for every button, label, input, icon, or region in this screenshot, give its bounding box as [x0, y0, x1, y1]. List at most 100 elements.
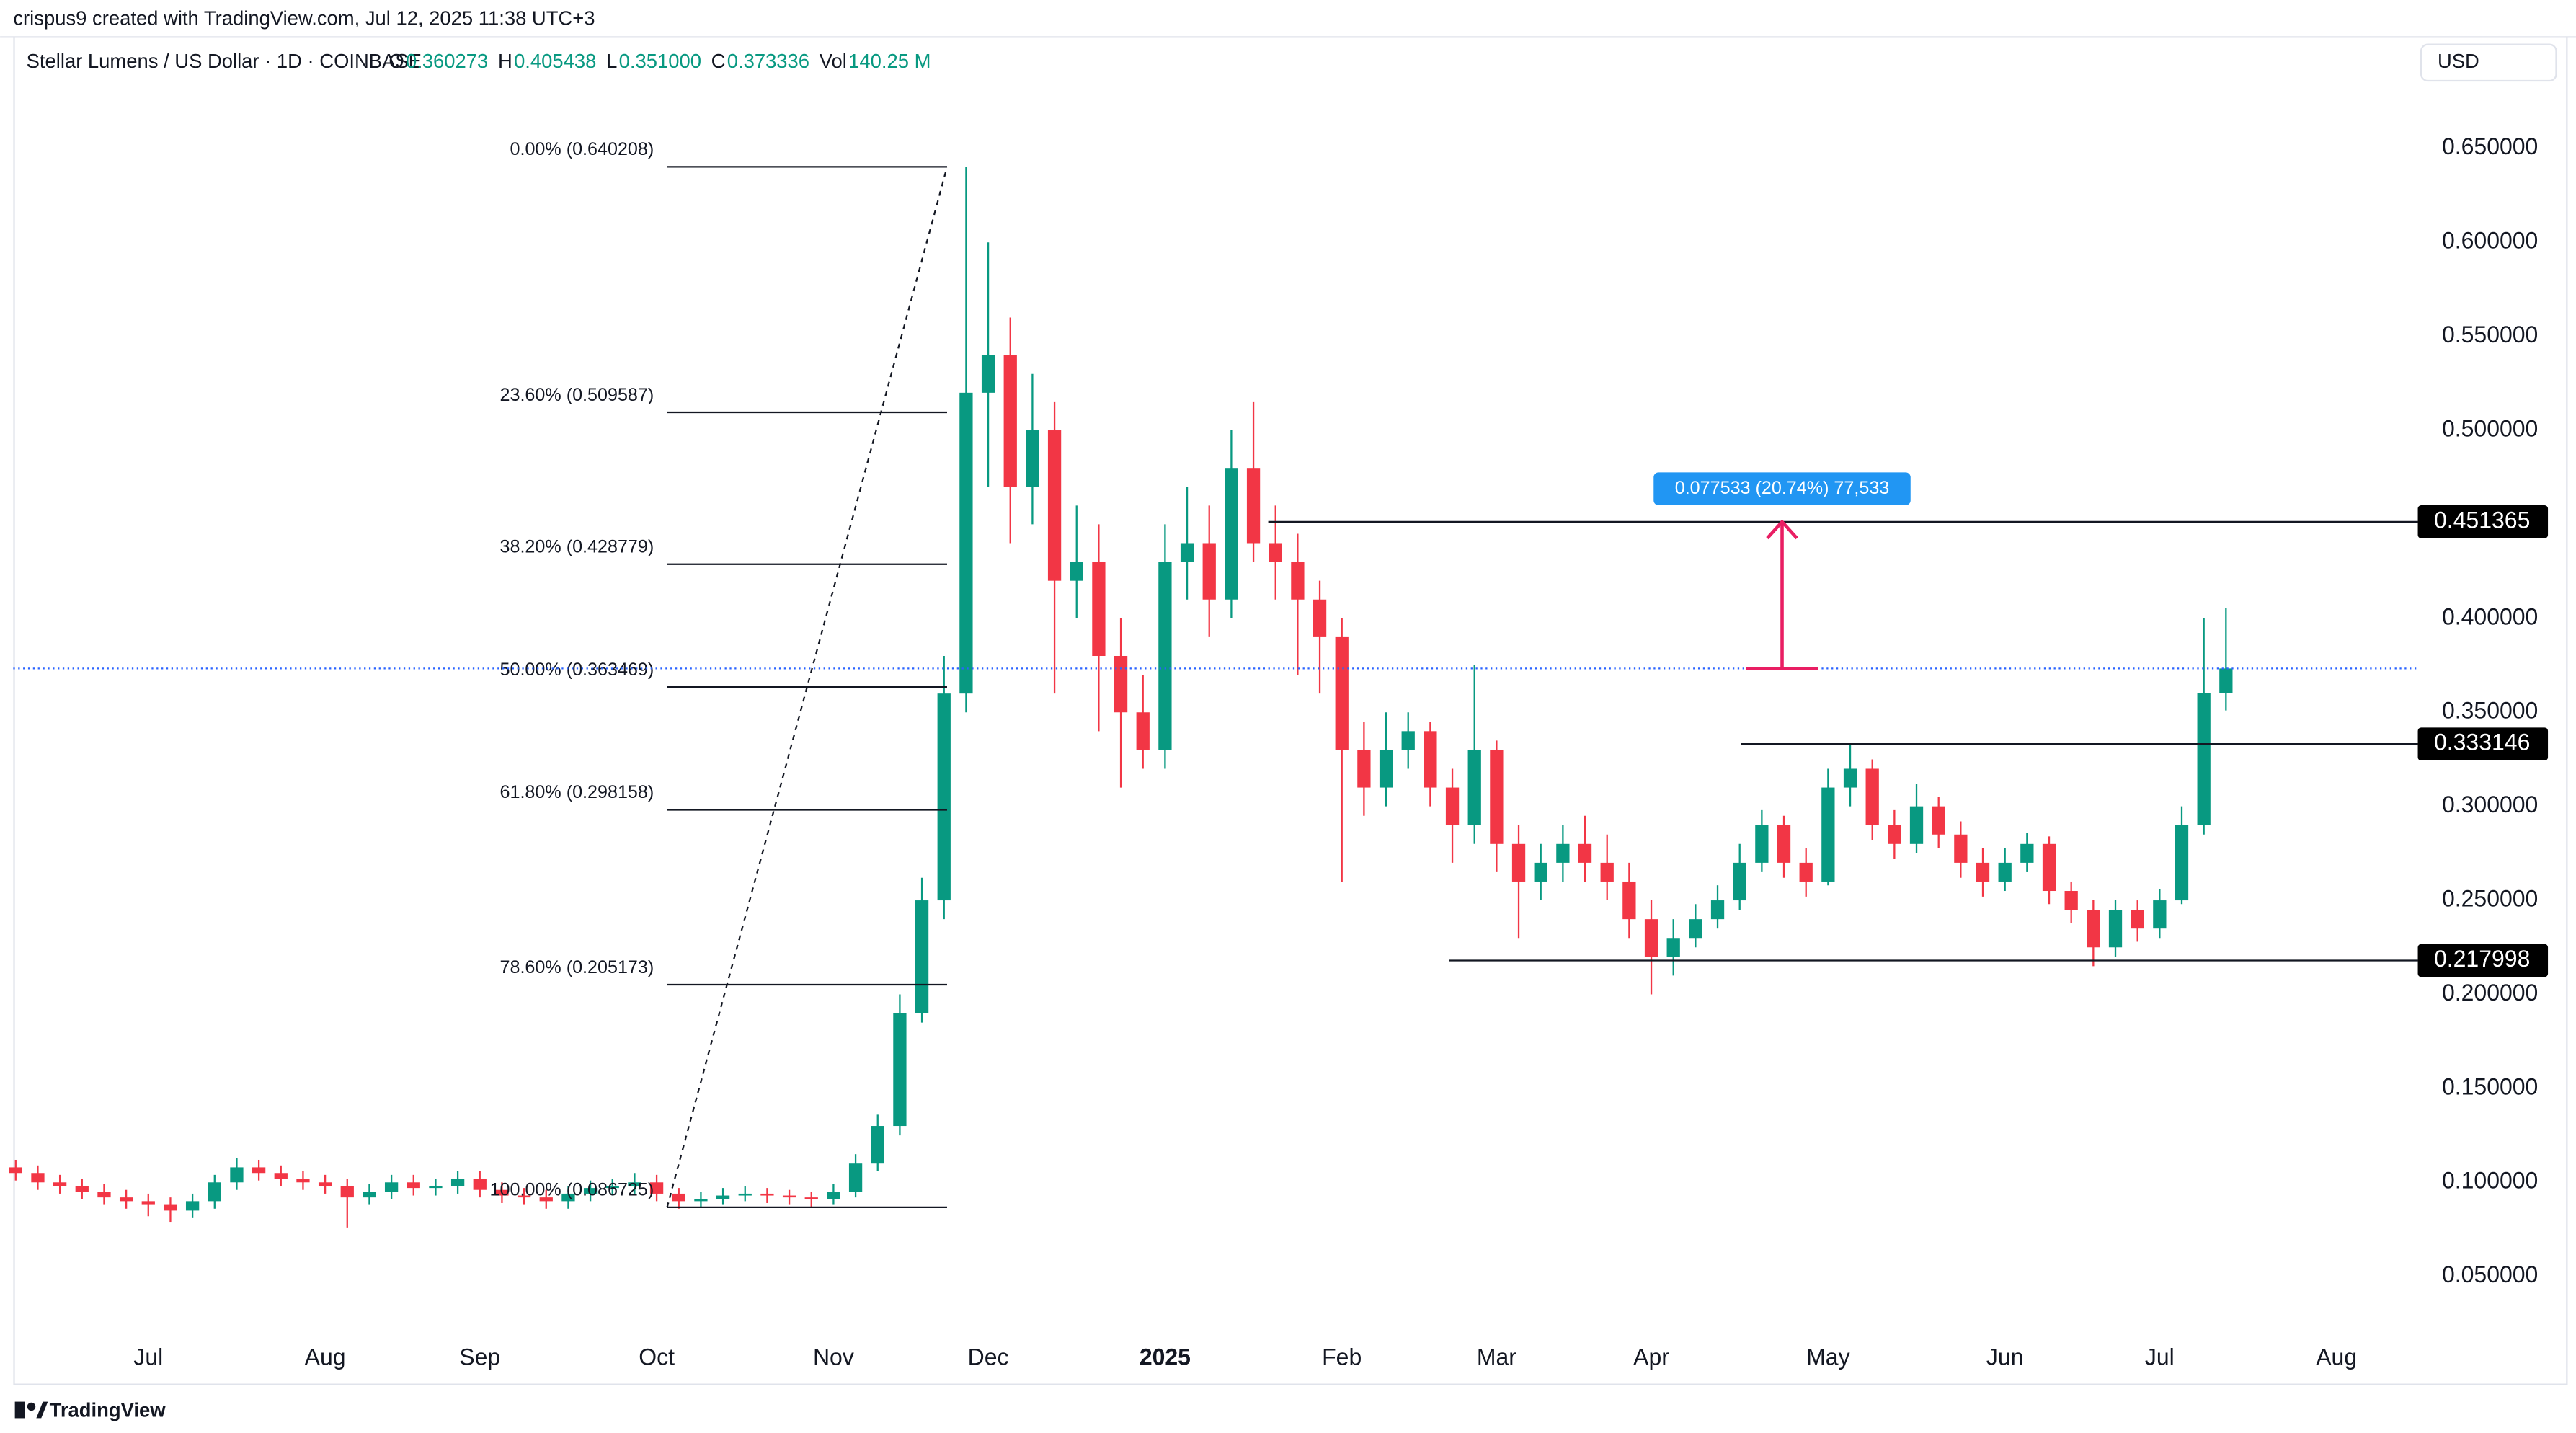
candle-body	[53, 1182, 67, 1186]
price-label: 0.451365	[2434, 507, 2530, 533]
candle-body	[495, 1189, 509, 1196]
candle-body	[2064, 891, 2078, 910]
x-tick-label: Feb	[1322, 1344, 1362, 1370]
candle-body	[407, 1182, 420, 1189]
candle-body	[340, 1186, 354, 1198]
fib-label: 61.80% (0.298158)	[500, 782, 654, 802]
plot	[9, 167, 2233, 1228]
y-tick-label: 0.650000	[2442, 133, 2538, 159]
candle-body	[1003, 355, 1017, 487]
legend-value: 0.405438	[514, 50, 596, 72]
legend-value: 0.373336	[727, 50, 809, 72]
candle-body	[1578, 843, 1592, 863]
x-tick-label: Jul	[133, 1344, 163, 1370]
candle-body	[2087, 910, 2100, 948]
candle-body	[1932, 806, 1945, 835]
candle-body	[1733, 862, 1746, 901]
candle-body	[605, 1186, 619, 1189]
candle-body	[804, 1197, 818, 1199]
candle-body	[1291, 562, 1305, 600]
price-label: 0.333146	[2434, 729, 2530, 755]
candle-body	[871, 1126, 884, 1164]
candle-body	[75, 1186, 89, 1192]
candle-body	[1799, 862, 1813, 882]
candle-body	[230, 1167, 244, 1183]
candle-body	[2108, 910, 2123, 948]
ohlc-legend: O 0.360273 H 0.405438 L 0.351000 C 0.373336 Vol 1…	[388, 50, 931, 72]
fib-label: 23.60% (0.509587)	[500, 385, 654, 405]
candle-body	[561, 1193, 575, 1202]
candle-body	[1954, 834, 1968, 863]
candle-body	[1114, 655, 1128, 713]
legend-value: 0.360273	[406, 50, 488, 72]
fib-label: 38.20% (0.428779)	[500, 537, 654, 557]
x-tick-label: Oct	[639, 1344, 675, 1370]
y-tick-label: 0.200000	[2442, 980, 2538, 1006]
x-tick-label: Sep	[459, 1344, 500, 1370]
candle-body	[649, 1182, 664, 1194]
candle-body	[981, 355, 995, 393]
candle-body	[2153, 900, 2167, 929]
candle-body	[672, 1193, 685, 1202]
candle-body	[1777, 825, 1791, 863]
candle-body	[1689, 919, 1702, 939]
candle-body	[1755, 825, 1769, 863]
y-tick-label: 0.250000	[2442, 886, 2538, 912]
brand: TradingView	[50, 1399, 166, 1421]
candle-body	[208, 1182, 221, 1202]
candle-body	[1158, 562, 1172, 750]
candle-body	[1534, 862, 1547, 882]
x-tick-label: Aug	[305, 1344, 346, 1370]
candle-body	[429, 1186, 443, 1189]
candle-body	[252, 1167, 266, 1174]
currency[interactable]: USD	[2438, 50, 2479, 72]
candle-body	[363, 1192, 376, 1198]
candle-body	[1821, 787, 1835, 882]
candle-body	[1202, 543, 1216, 600]
candle-body	[1622, 881, 1636, 920]
legend-key: H	[498, 50, 512, 72]
candle-body	[1357, 750, 1371, 788]
candle-body	[1335, 636, 1349, 750]
candle-body	[716, 1195, 730, 1199]
candle-body	[1710, 900, 1725, 920]
legend-value: 0.351000	[619, 50, 701, 72]
x-tick-label: Mar	[1477, 1344, 1516, 1370]
y-tick-label: 0.150000	[2442, 1073, 2538, 1099]
candle-body	[1401, 731, 1415, 750]
currency-button[interactable]	[2420, 43, 2557, 82]
candle-body	[1424, 731, 1437, 788]
price-label-box	[2417, 727, 2549, 761]
fib-label: 50.00% (0.363469)	[500, 660, 654, 680]
x-tick-label: Jul	[2145, 1344, 2175, 1370]
candle-body	[628, 1182, 641, 1186]
legend-key: C	[711, 50, 726, 72]
x-tick-label: Nov	[813, 1344, 854, 1370]
legend-key: L	[606, 50, 617, 72]
candle-body	[31, 1173, 45, 1183]
candle-body	[915, 900, 929, 1013]
y-tick-label: 0.050000	[2442, 1261, 2538, 1287]
candle-body	[583, 1188, 598, 1194]
fib-trend-line	[666, 167, 949, 1208]
legend-key: Vol	[820, 50, 847, 72]
candle-body	[517, 1195, 531, 1198]
candle-body	[1909, 806, 1924, 844]
candle-body	[1313, 599, 1327, 637]
y-tick-label: 0.600000	[2442, 228, 2538, 254]
candle-body	[827, 1192, 840, 1199]
x-tick-label: 2025	[1140, 1344, 1191, 1370]
candle-body	[1600, 862, 1614, 882]
candle-body	[694, 1199, 708, 1202]
candle-body	[959, 392, 973, 694]
candle-body	[450, 1179, 465, 1186]
candle-body	[893, 1013, 907, 1127]
x-tick-label: May	[1806, 1344, 1849, 1370]
candle-body	[1511, 843, 1526, 882]
measure-label: 0.077533 (20.74%) 77,533	[1675, 478, 1890, 498]
candle-body	[1026, 430, 1039, 487]
candle-body	[1843, 768, 1857, 788]
candle-body	[937, 693, 951, 901]
candle-body	[1865, 768, 1879, 825]
